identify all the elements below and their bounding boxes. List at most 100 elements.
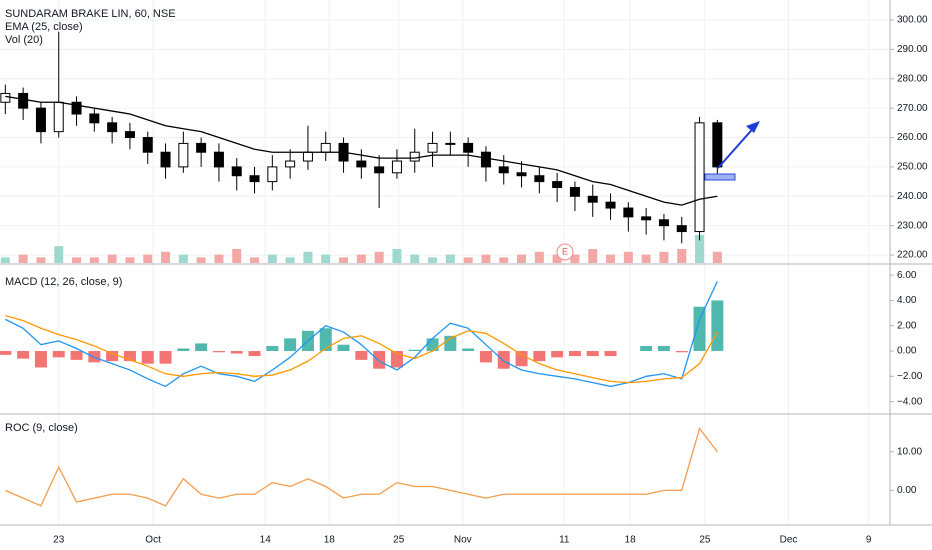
histogram-bar xyxy=(17,351,30,359)
y-tick-label: 0.00 xyxy=(897,485,917,496)
earnings-label: E xyxy=(562,246,568,256)
histogram-bar xyxy=(355,351,368,360)
macd-line xyxy=(5,281,718,388)
y-tick-label: −2.00 xyxy=(897,371,923,382)
candle-body xyxy=(0,92,11,103)
x-tick-label: 14 xyxy=(260,535,272,546)
candle-body xyxy=(534,175,545,183)
volume-bar xyxy=(285,257,295,263)
candle-body xyxy=(89,113,100,124)
legend-ema: EMA (25, close) xyxy=(5,21,83,33)
histogram-bar xyxy=(693,306,706,352)
histogram-bar xyxy=(106,351,119,362)
volume-bar xyxy=(695,235,705,263)
volume-bar xyxy=(18,254,28,263)
candle-body xyxy=(71,101,82,115)
candle-body xyxy=(196,142,207,153)
volume-bar xyxy=(321,254,331,263)
x-tick-label: 25 xyxy=(699,535,711,546)
volume-bar xyxy=(517,254,527,263)
volume-bar xyxy=(161,251,171,263)
y-tick-label: 280.00 xyxy=(897,73,928,84)
candle-body xyxy=(409,151,420,162)
volume-bar xyxy=(303,251,313,263)
volume-bar xyxy=(659,251,669,263)
volume-bar xyxy=(641,254,651,263)
candle-body xyxy=(285,160,296,168)
candle-body xyxy=(124,131,135,139)
histogram-bar xyxy=(230,351,243,354)
macd-title: MACD (12, 26, close, 9) xyxy=(5,276,122,288)
volume-bar xyxy=(588,249,598,263)
y-tick-label: 10.00 xyxy=(897,446,922,457)
candle-body xyxy=(712,122,723,168)
histogram-bar xyxy=(586,351,599,357)
y-tick-label: 240.00 xyxy=(897,191,928,202)
volume-bar xyxy=(356,254,366,263)
histogram-bar xyxy=(390,351,403,368)
y-tick-label: 0.00 xyxy=(897,346,917,357)
histogram-bar xyxy=(551,351,564,358)
histogram-bar xyxy=(675,351,688,353)
candle-body xyxy=(445,142,456,145)
histogram-bar xyxy=(568,351,581,357)
y-tick-label: 270.00 xyxy=(897,103,928,114)
x-tick-label: Nov xyxy=(454,535,472,546)
candle-body xyxy=(641,216,652,221)
histogram-bar xyxy=(408,349,421,352)
macd-line xyxy=(5,314,718,384)
volume-bar xyxy=(267,254,277,263)
y-tick-label: 300.00 xyxy=(897,15,928,26)
volume-bar xyxy=(606,254,616,263)
y-tick-label: 6.00 xyxy=(897,270,917,281)
volume-bar xyxy=(72,257,82,263)
volume-bar xyxy=(392,249,402,263)
candle-body xyxy=(480,151,491,168)
candle-body xyxy=(302,151,313,162)
histogram-bar xyxy=(533,351,546,362)
volume-bar xyxy=(552,254,562,263)
candle-body xyxy=(694,122,705,233)
volume-bar xyxy=(125,257,135,263)
volume-bar xyxy=(623,251,633,263)
candle-body xyxy=(142,137,153,153)
candle-body xyxy=(107,122,118,133)
histogram-bar xyxy=(604,351,617,357)
volume-bar xyxy=(463,257,473,263)
y-tick-label: 220.00 xyxy=(897,250,928,261)
volume-bar xyxy=(89,257,99,263)
volume-bar xyxy=(339,257,349,263)
candle-body xyxy=(160,151,171,168)
x-tick-label: 9 xyxy=(866,535,872,546)
histogram-bar xyxy=(319,328,332,352)
volume-bar xyxy=(410,254,420,263)
volume-bar xyxy=(534,251,544,263)
candle-body xyxy=(391,160,402,174)
candle-body xyxy=(658,219,669,227)
y-tick-label: −4.00 xyxy=(897,396,923,407)
x-tick-label: 18 xyxy=(625,535,637,546)
volume-bar xyxy=(445,254,455,263)
earnings-marker xyxy=(556,243,574,261)
histogram-bar xyxy=(497,351,510,369)
candle-body xyxy=(427,142,438,153)
volume-bar xyxy=(481,254,491,263)
roc-line xyxy=(5,427,718,507)
histogram-bar xyxy=(711,300,724,352)
histogram-bar xyxy=(159,351,172,364)
volume-bar xyxy=(712,251,722,263)
marks: 220.00230.00240.00250.00260.00270.00280.… xyxy=(0,15,928,546)
candle-body xyxy=(53,101,64,133)
volume-bar xyxy=(178,254,188,263)
x-tick-label: 23 xyxy=(53,535,65,546)
y-tick-label: 290.00 xyxy=(897,44,928,55)
histogram-bar xyxy=(444,335,457,352)
candle-body xyxy=(178,142,189,168)
candle-body xyxy=(249,175,260,183)
volume-bar xyxy=(232,249,242,263)
histogram-bar xyxy=(337,344,350,352)
roc-title: ROC (9, close) xyxy=(5,422,78,434)
volume-bar xyxy=(0,257,10,263)
volume-bar xyxy=(677,249,687,263)
candle-body xyxy=(552,181,563,188)
